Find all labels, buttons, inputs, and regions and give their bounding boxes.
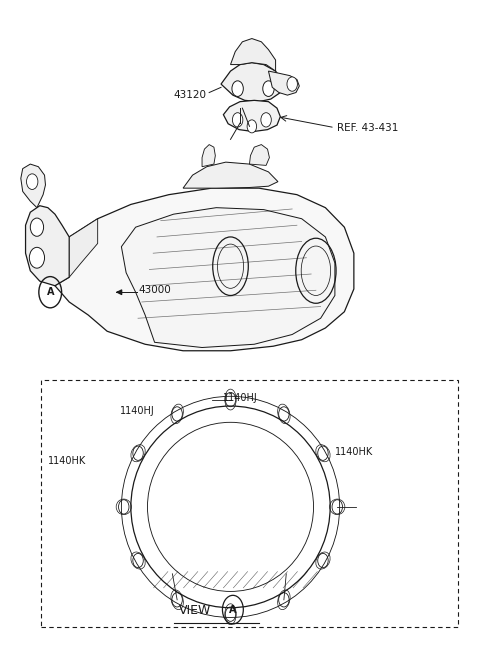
Circle shape xyxy=(247,120,257,133)
Polygon shape xyxy=(221,62,283,102)
Text: 43120: 43120 xyxy=(174,90,207,100)
Polygon shape xyxy=(55,188,354,351)
Text: 1140HJ: 1140HJ xyxy=(223,393,258,403)
Text: VIEW: VIEW xyxy=(179,604,212,617)
Circle shape xyxy=(29,247,45,268)
Circle shape xyxy=(232,113,243,127)
Polygon shape xyxy=(202,144,216,167)
Polygon shape xyxy=(223,100,280,132)
Text: 1140HK: 1140HK xyxy=(48,457,86,466)
Circle shape xyxy=(30,218,44,236)
Text: 1140HJ: 1140HJ xyxy=(120,406,155,416)
Circle shape xyxy=(263,81,274,96)
Text: 43000: 43000 xyxy=(138,285,171,295)
Polygon shape xyxy=(230,39,276,71)
Circle shape xyxy=(232,81,243,96)
Polygon shape xyxy=(183,162,278,188)
Polygon shape xyxy=(121,208,335,348)
Text: A: A xyxy=(229,605,237,615)
Circle shape xyxy=(287,77,298,91)
Polygon shape xyxy=(21,164,46,208)
Text: 1140HK: 1140HK xyxy=(335,447,373,457)
Circle shape xyxy=(261,113,271,127)
Text: REF. 43-431: REF. 43-431 xyxy=(337,123,398,133)
Text: A: A xyxy=(47,287,54,297)
Bar xyxy=(41,380,458,627)
Polygon shape xyxy=(268,71,300,95)
Polygon shape xyxy=(55,218,97,286)
Circle shape xyxy=(26,174,38,190)
Polygon shape xyxy=(250,144,269,165)
Polygon shape xyxy=(25,206,69,286)
